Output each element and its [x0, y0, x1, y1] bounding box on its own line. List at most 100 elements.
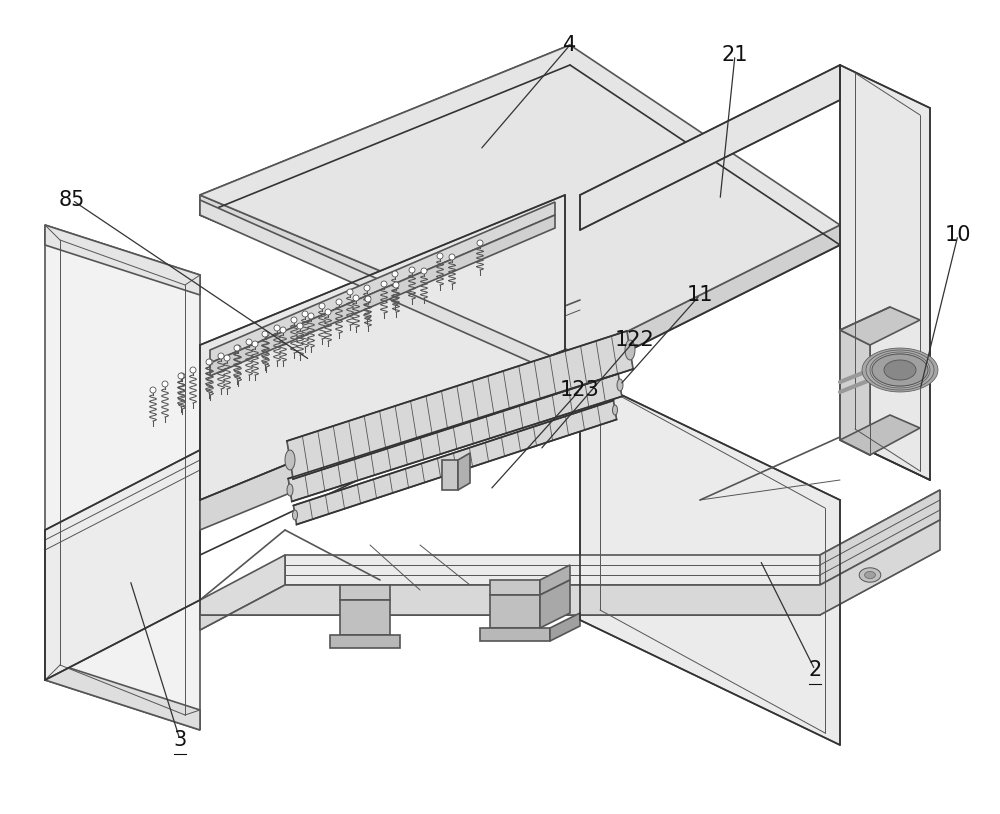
Text: 2: 2 [808, 660, 822, 680]
Polygon shape [490, 595, 540, 628]
Text: 4: 4 [563, 35, 577, 55]
Circle shape [297, 323, 303, 329]
Polygon shape [293, 510, 298, 520]
Polygon shape [45, 225, 200, 295]
Polygon shape [840, 307, 920, 345]
Polygon shape [884, 360, 916, 380]
Circle shape [179, 373, 185, 379]
Polygon shape [617, 379, 623, 391]
Polygon shape [840, 415, 920, 455]
Circle shape [218, 353, 224, 359]
Polygon shape [200, 200, 560, 375]
Polygon shape [200, 45, 570, 215]
Circle shape [319, 303, 325, 309]
Circle shape [409, 267, 415, 273]
Text: 11: 11 [687, 285, 713, 305]
Polygon shape [45, 450, 200, 680]
Polygon shape [330, 635, 400, 648]
Circle shape [150, 387, 156, 393]
Polygon shape [613, 405, 618, 415]
Polygon shape [287, 484, 293, 496]
Polygon shape [625, 340, 635, 360]
Circle shape [162, 381, 168, 387]
Polygon shape [285, 490, 940, 585]
Circle shape [353, 295, 359, 301]
Polygon shape [874, 354, 926, 386]
Polygon shape [870, 352, 930, 388]
Circle shape [206, 359, 212, 365]
Polygon shape [882, 358, 918, 382]
Circle shape [364, 285, 370, 291]
Circle shape [190, 367, 196, 373]
Polygon shape [859, 568, 881, 582]
Circle shape [291, 317, 297, 323]
Circle shape [381, 281, 387, 287]
Circle shape [325, 309, 331, 315]
Circle shape [365, 296, 371, 302]
Polygon shape [200, 195, 580, 375]
Circle shape [252, 341, 258, 347]
Polygon shape [878, 356, 922, 384]
Text: 10: 10 [945, 225, 971, 245]
Polygon shape [340, 600, 390, 635]
Text: 3: 3 [173, 730, 187, 750]
Circle shape [235, 345, 241, 351]
Polygon shape [866, 350, 934, 390]
Polygon shape [45, 225, 200, 730]
Text: 123: 123 [560, 380, 600, 400]
Polygon shape [840, 330, 870, 455]
Polygon shape [480, 628, 550, 641]
Polygon shape [458, 453, 470, 490]
Circle shape [477, 240, 483, 246]
Polygon shape [200, 350, 565, 530]
Circle shape [178, 373, 184, 379]
Text: 122: 122 [615, 330, 655, 350]
Polygon shape [200, 555, 285, 630]
Polygon shape [200, 195, 565, 500]
Polygon shape [540, 580, 570, 628]
Polygon shape [293, 400, 617, 524]
Polygon shape [200, 520, 940, 630]
Polygon shape [210, 202, 555, 363]
Circle shape [274, 325, 280, 331]
Polygon shape [550, 613, 580, 641]
Circle shape [262, 331, 268, 337]
Polygon shape [45, 660, 200, 730]
Circle shape [224, 355, 230, 361]
Polygon shape [862, 348, 938, 392]
Circle shape [234, 345, 240, 351]
Circle shape [449, 254, 455, 260]
Polygon shape [580, 65, 840, 230]
Polygon shape [287, 331, 633, 479]
Text: 21: 21 [722, 45, 748, 65]
Polygon shape [865, 571, 875, 579]
Polygon shape [872, 354, 928, 386]
Circle shape [280, 327, 286, 333]
Circle shape [347, 289, 353, 295]
Circle shape [392, 271, 398, 277]
Polygon shape [580, 375, 840, 745]
Circle shape [437, 253, 443, 259]
Polygon shape [442, 460, 458, 490]
Polygon shape [285, 450, 295, 470]
Circle shape [308, 313, 314, 319]
Polygon shape [340, 585, 390, 600]
Circle shape [207, 359, 213, 365]
Polygon shape [840, 65, 930, 480]
Polygon shape [580, 225, 840, 375]
Circle shape [421, 268, 427, 274]
Circle shape [302, 311, 308, 317]
Polygon shape [864, 349, 936, 391]
Circle shape [246, 339, 252, 345]
Circle shape [336, 299, 342, 305]
Circle shape [263, 331, 269, 337]
Circle shape [393, 282, 399, 288]
Polygon shape [540, 565, 570, 595]
Polygon shape [490, 580, 540, 595]
Polygon shape [820, 490, 940, 585]
Polygon shape [210, 215, 555, 376]
Polygon shape [886, 360, 914, 380]
Polygon shape [288, 374, 622, 501]
Polygon shape [200, 65, 840, 375]
Text: 85: 85 [59, 190, 85, 210]
